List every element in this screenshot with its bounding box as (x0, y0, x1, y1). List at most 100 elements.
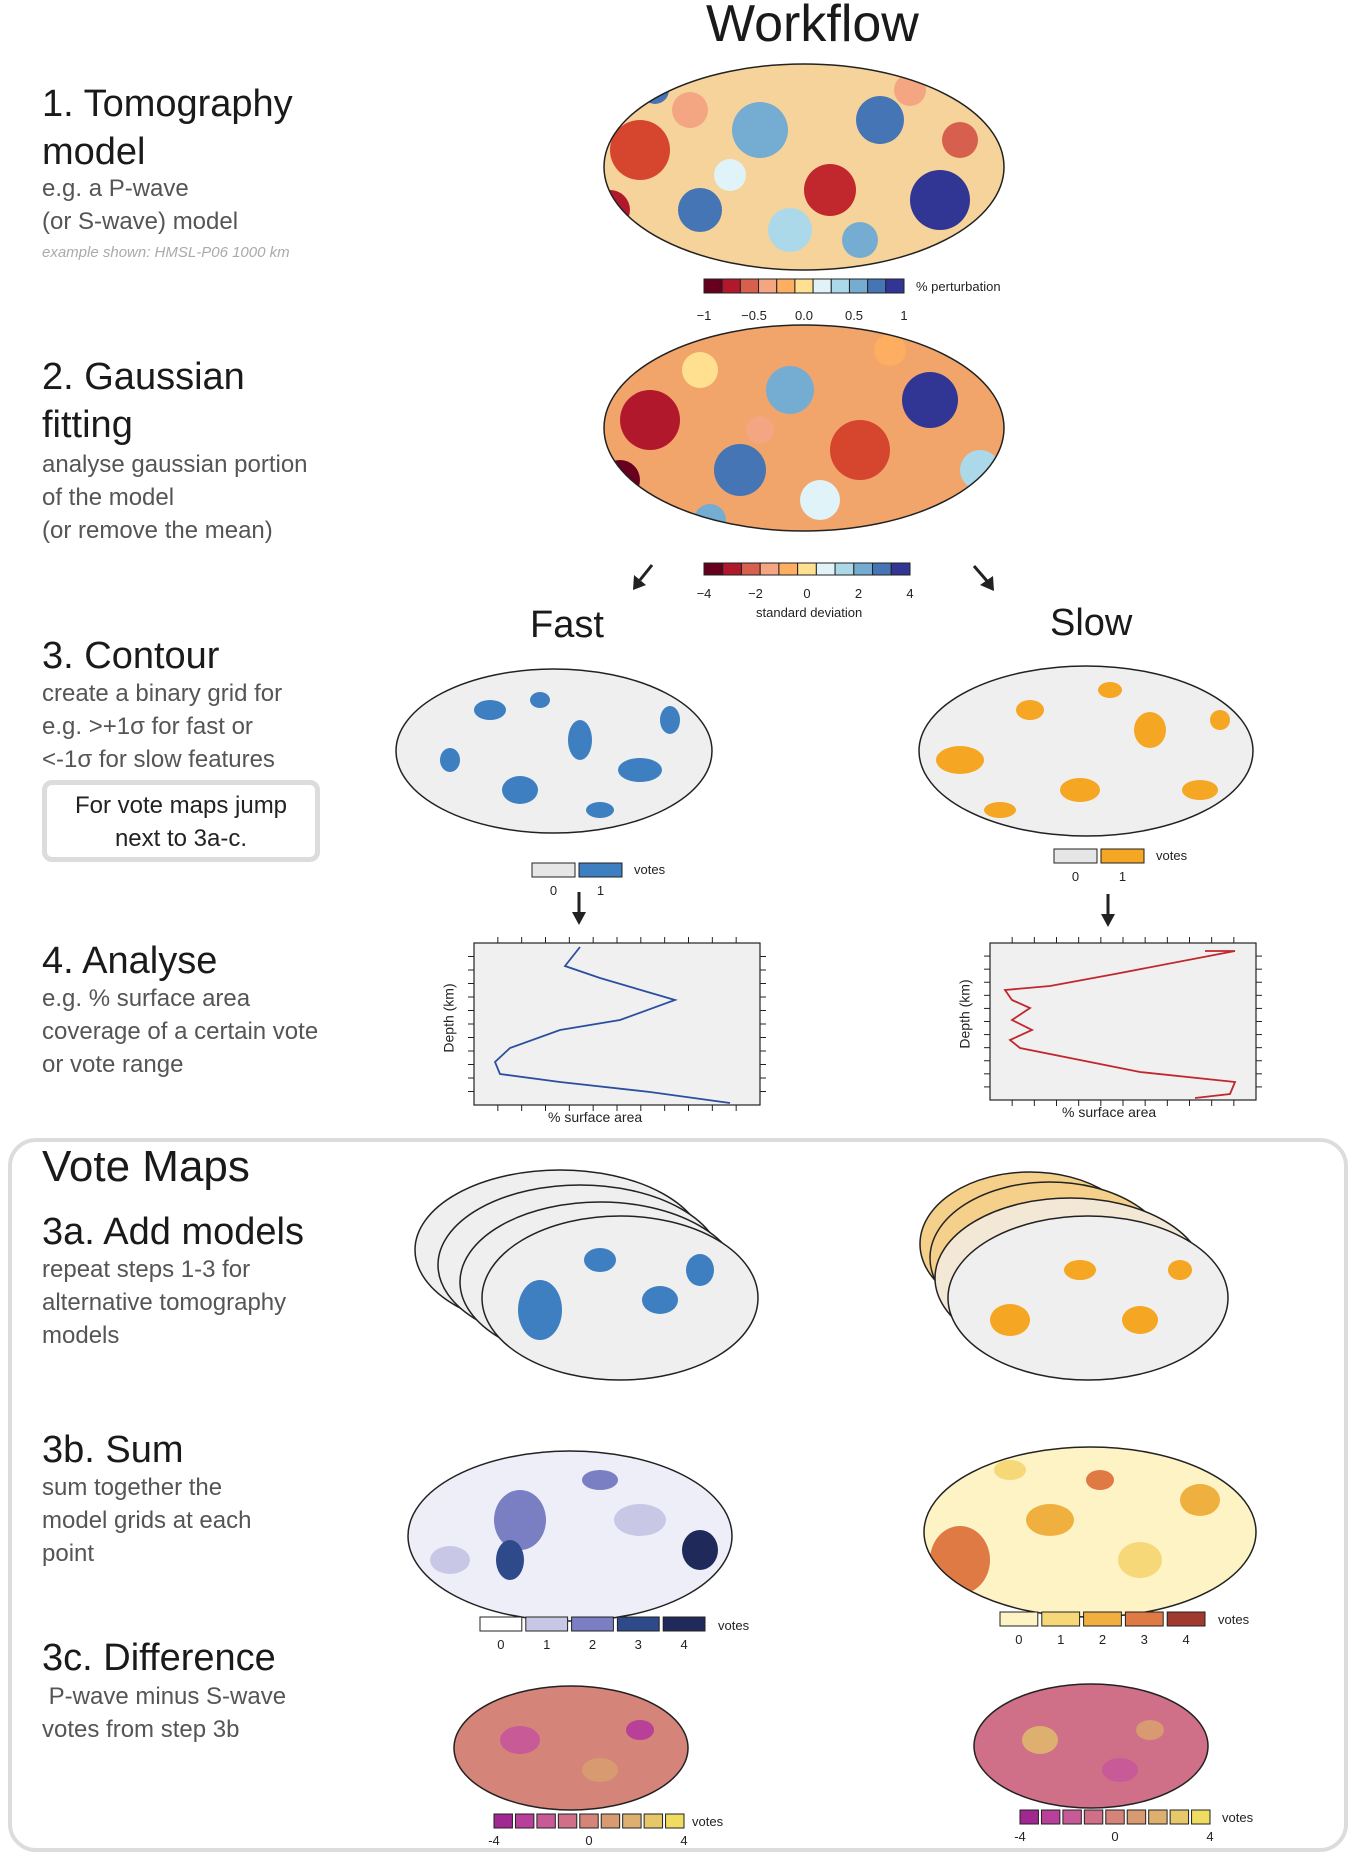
colorbar-tick-label: 4 (1206, 1829, 1214, 1844)
step3-heading: 3. Contour (42, 635, 220, 677)
colorbar-slow-sum-label: votes (1218, 1612, 1250, 1627)
colorbar-swatch (1166, 1611, 1206, 1627)
slow-profile-xlabel: % surface area (1062, 1104, 1157, 1120)
slow-difference-map (973, 1683, 1209, 1809)
colorbar-swatch (999, 1611, 1039, 1627)
step3c-desc-line2: votes from step 3b (42, 1716, 240, 1743)
colorbar-swatch (1126, 1809, 1147, 1825)
colorbar-tick-label: 1 (543, 1637, 551, 1652)
colorbar-swatch (703, 562, 724, 576)
colorbar-tick-label: 4 (906, 586, 914, 601)
colorbar-tick-label: 3 (1140, 1632, 1148, 1647)
colorbar-swatch (1105, 1809, 1125, 1825)
step3a-heading: 3a. Add models (42, 1211, 304, 1253)
colorbar-swatch (778, 562, 799, 576)
colorbar-tick-label: −1 (696, 308, 712, 323)
step3b-desc-line2: model grids at each (42, 1507, 252, 1534)
vote-maps-title: Vote Maps (42, 1142, 250, 1191)
gaussian-map (603, 324, 1005, 532)
colorbar-swatch (1191, 1809, 1211, 1825)
colorbar-tick-label: 4 (680, 1833, 688, 1848)
step1-desc-line2: (or S-wave) model (42, 208, 239, 235)
colorbar-swatch (578, 862, 623, 878)
colorbar-tick-label: 0 (549, 883, 558, 898)
colorbar-swatch (557, 1813, 578, 1829)
colorbar-swatch (776, 278, 796, 294)
column-header-fast: Fast (530, 604, 604, 646)
slow-stacked-maps (919, 1171, 1229, 1381)
colorbar-swatch (794, 278, 814, 294)
colorbar-tick-label: 2 (854, 586, 863, 601)
fast-difference-map (453, 1685, 689, 1811)
colorbar-tick-label: 1 (900, 308, 908, 323)
slow-profile-ylabel: Depth (km) (956, 979, 973, 1049)
vote-maps-jump-note: For vote maps jump next to 3a-c. (42, 780, 320, 862)
colorbar-perturbation-label: % perturbation (916, 279, 1001, 294)
colorbar-swatch (1124, 1611, 1164, 1627)
colorbar-swatch (721, 278, 741, 294)
column-header-slow: Slow (1050, 602, 1133, 644)
colorbar-swatch (797, 562, 817, 576)
colorbar-diff-slow-label: votes (1222, 1810, 1254, 1825)
colorbar-tick-label: 1 (1118, 869, 1127, 884)
step4-heading: 4. Analyse (42, 940, 218, 982)
vote-maps-panel (8, 1138, 1348, 1852)
fast-profile-xlabel: % surface area (548, 1109, 643, 1125)
colorbar-swatch (1041, 1611, 1081, 1627)
colorbar-swatch (579, 1813, 599, 1829)
step3-desc-line2: e.g. >+1σ for fast or (42, 713, 253, 740)
colorbar-tick-label: 0.5 (844, 308, 864, 323)
slow-depth-profile (989, 942, 1257, 1101)
colorbar-swatch (616, 1616, 660, 1632)
colorbar-swatch (1053, 848, 1098, 864)
colorbar-swatch (812, 278, 832, 294)
step3c-heading: 3c. Difference (42, 1637, 276, 1679)
colorbar-swatch (493, 1813, 513, 1829)
colorbar-tick-label: −4 (696, 586, 712, 601)
colorbar-tick-label: 0.0 (794, 308, 814, 323)
step2-desc-line1: analyse gaussian portion (42, 451, 308, 478)
step1-heading-line2: model (42, 131, 146, 173)
colorbar-swatch (1062, 1809, 1082, 1825)
page-title: Workflow (706, 0, 919, 53)
colorbar-swatch (531, 862, 576, 878)
colorbar-tick-label: 0 (585, 1833, 593, 1848)
colorbar-tick-label: 3 (634, 1637, 642, 1652)
slow-sum-map (923, 1446, 1257, 1618)
colorbar-swatch (739, 278, 760, 294)
step4-desc-line1: e.g. % surface area (42, 985, 251, 1012)
colorbar-swatch (1169, 1809, 1190, 1825)
colorbar-swatch (1100, 848, 1145, 864)
colorbar-tick-label: 4 (1182, 1632, 1190, 1647)
arrow-down-right-icon (972, 565, 994, 591)
slow-profile-line (1003, 950, 1237, 1099)
colorbar-tick-label: 0 (497, 1637, 505, 1652)
colorbar-tick-label: 4 (680, 1637, 688, 1652)
colorbar-tick-label: 1 (596, 883, 605, 898)
step2-heading-line1: 2. Gaussian (42, 356, 245, 398)
step4-desc-line2: coverage of a certain vote (42, 1018, 319, 1045)
colorbar-fast-binary (531, 862, 623, 878)
colorbar-swatch (722, 562, 742, 576)
step2-heading-line2: fitting (42, 404, 133, 446)
colorbar-tick-label: 2 (588, 1637, 597, 1652)
colorbar-fast-sum-label: votes (718, 1618, 750, 1633)
colorbar-swatch (1040, 1809, 1061, 1825)
step3-desc-line1: create a binary grid for (42, 680, 283, 707)
step3-desc-line3: <-1σ for slow features (42, 746, 275, 773)
colorbar-slow-binary (1053, 848, 1145, 864)
colorbar-tick-label: -4 (1014, 1829, 1026, 1844)
step4-desc-line3: or vote range (42, 1051, 184, 1078)
fast-depth-profile (473, 942, 761, 1106)
colorbar-fast-sum (479, 1616, 706, 1632)
colorbar-tick-label: 0 (1071, 869, 1080, 884)
colorbar-swatch (643, 1813, 664, 1829)
colorbar-swatch (571, 1616, 614, 1632)
colorbar-stddev-label: standard deviation (756, 605, 863, 620)
colorbar-swatch (759, 562, 780, 576)
step3a-desc-line2: alternative tomography (42, 1289, 287, 1316)
colorbar-swatch (662, 1616, 706, 1632)
colorbar-swatch (665, 1813, 685, 1829)
step2-desc-line3: (or remove the mean) (42, 517, 273, 544)
